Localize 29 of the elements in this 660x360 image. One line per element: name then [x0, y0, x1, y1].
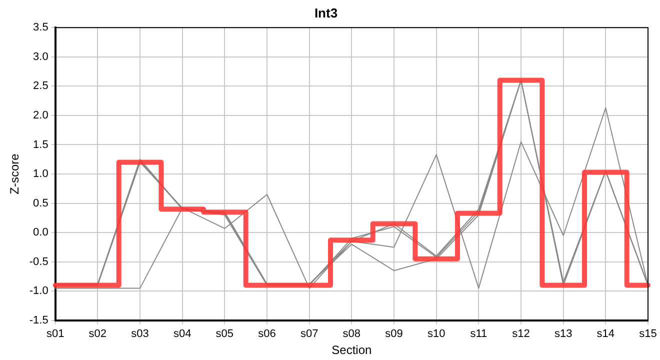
y-tick-label: 0.5	[33, 197, 48, 210]
y-tick-label: 1.0	[33, 168, 48, 180]
x-tick-label: s01	[46, 328, 64, 340]
y-tick-label: 0.0	[33, 226, 48, 239]
y-tick-label: 2.0	[33, 109, 48, 122]
y-axis-title: Z-score	[8, 153, 22, 194]
x-tick-label: s11	[470, 328, 488, 340]
x-tick-label: s14	[596, 328, 615, 340]
x-tick-label: s05	[216, 328, 234, 340]
x-tick-label: s10	[427, 328, 446, 340]
y-tick-label: -0.5	[29, 256, 48, 268]
y-tick-label: 3.0	[33, 50, 48, 63]
y-tick-label: -1.0	[29, 285, 48, 298]
y-tick-label: 1.5	[33, 138, 48, 151]
chart-title: Int3	[314, 5, 338, 20]
x-axis-title: Section	[332, 343, 372, 358]
x-tick-label: s13	[554, 328, 572, 340]
x-tick-label: s04	[173, 328, 192, 340]
x-tick-label: s08	[342, 328, 361, 340]
x-tick-label: s07	[300, 328, 318, 340]
x-tick-label: s02	[88, 328, 107, 340]
x-tick-label: s09	[385, 328, 403, 340]
y-tick-label: -1.5	[29, 314, 48, 326]
x-tick-label: s06	[258, 328, 276, 340]
y-tick-label: 2.5	[33, 80, 48, 92]
x-tick-label: s15	[639, 328, 657, 340]
x-tick-label: s12	[512, 328, 530, 340]
x-tick-label: s03	[131, 328, 149, 340]
y-tick-label: 3.5	[33, 22, 48, 34]
